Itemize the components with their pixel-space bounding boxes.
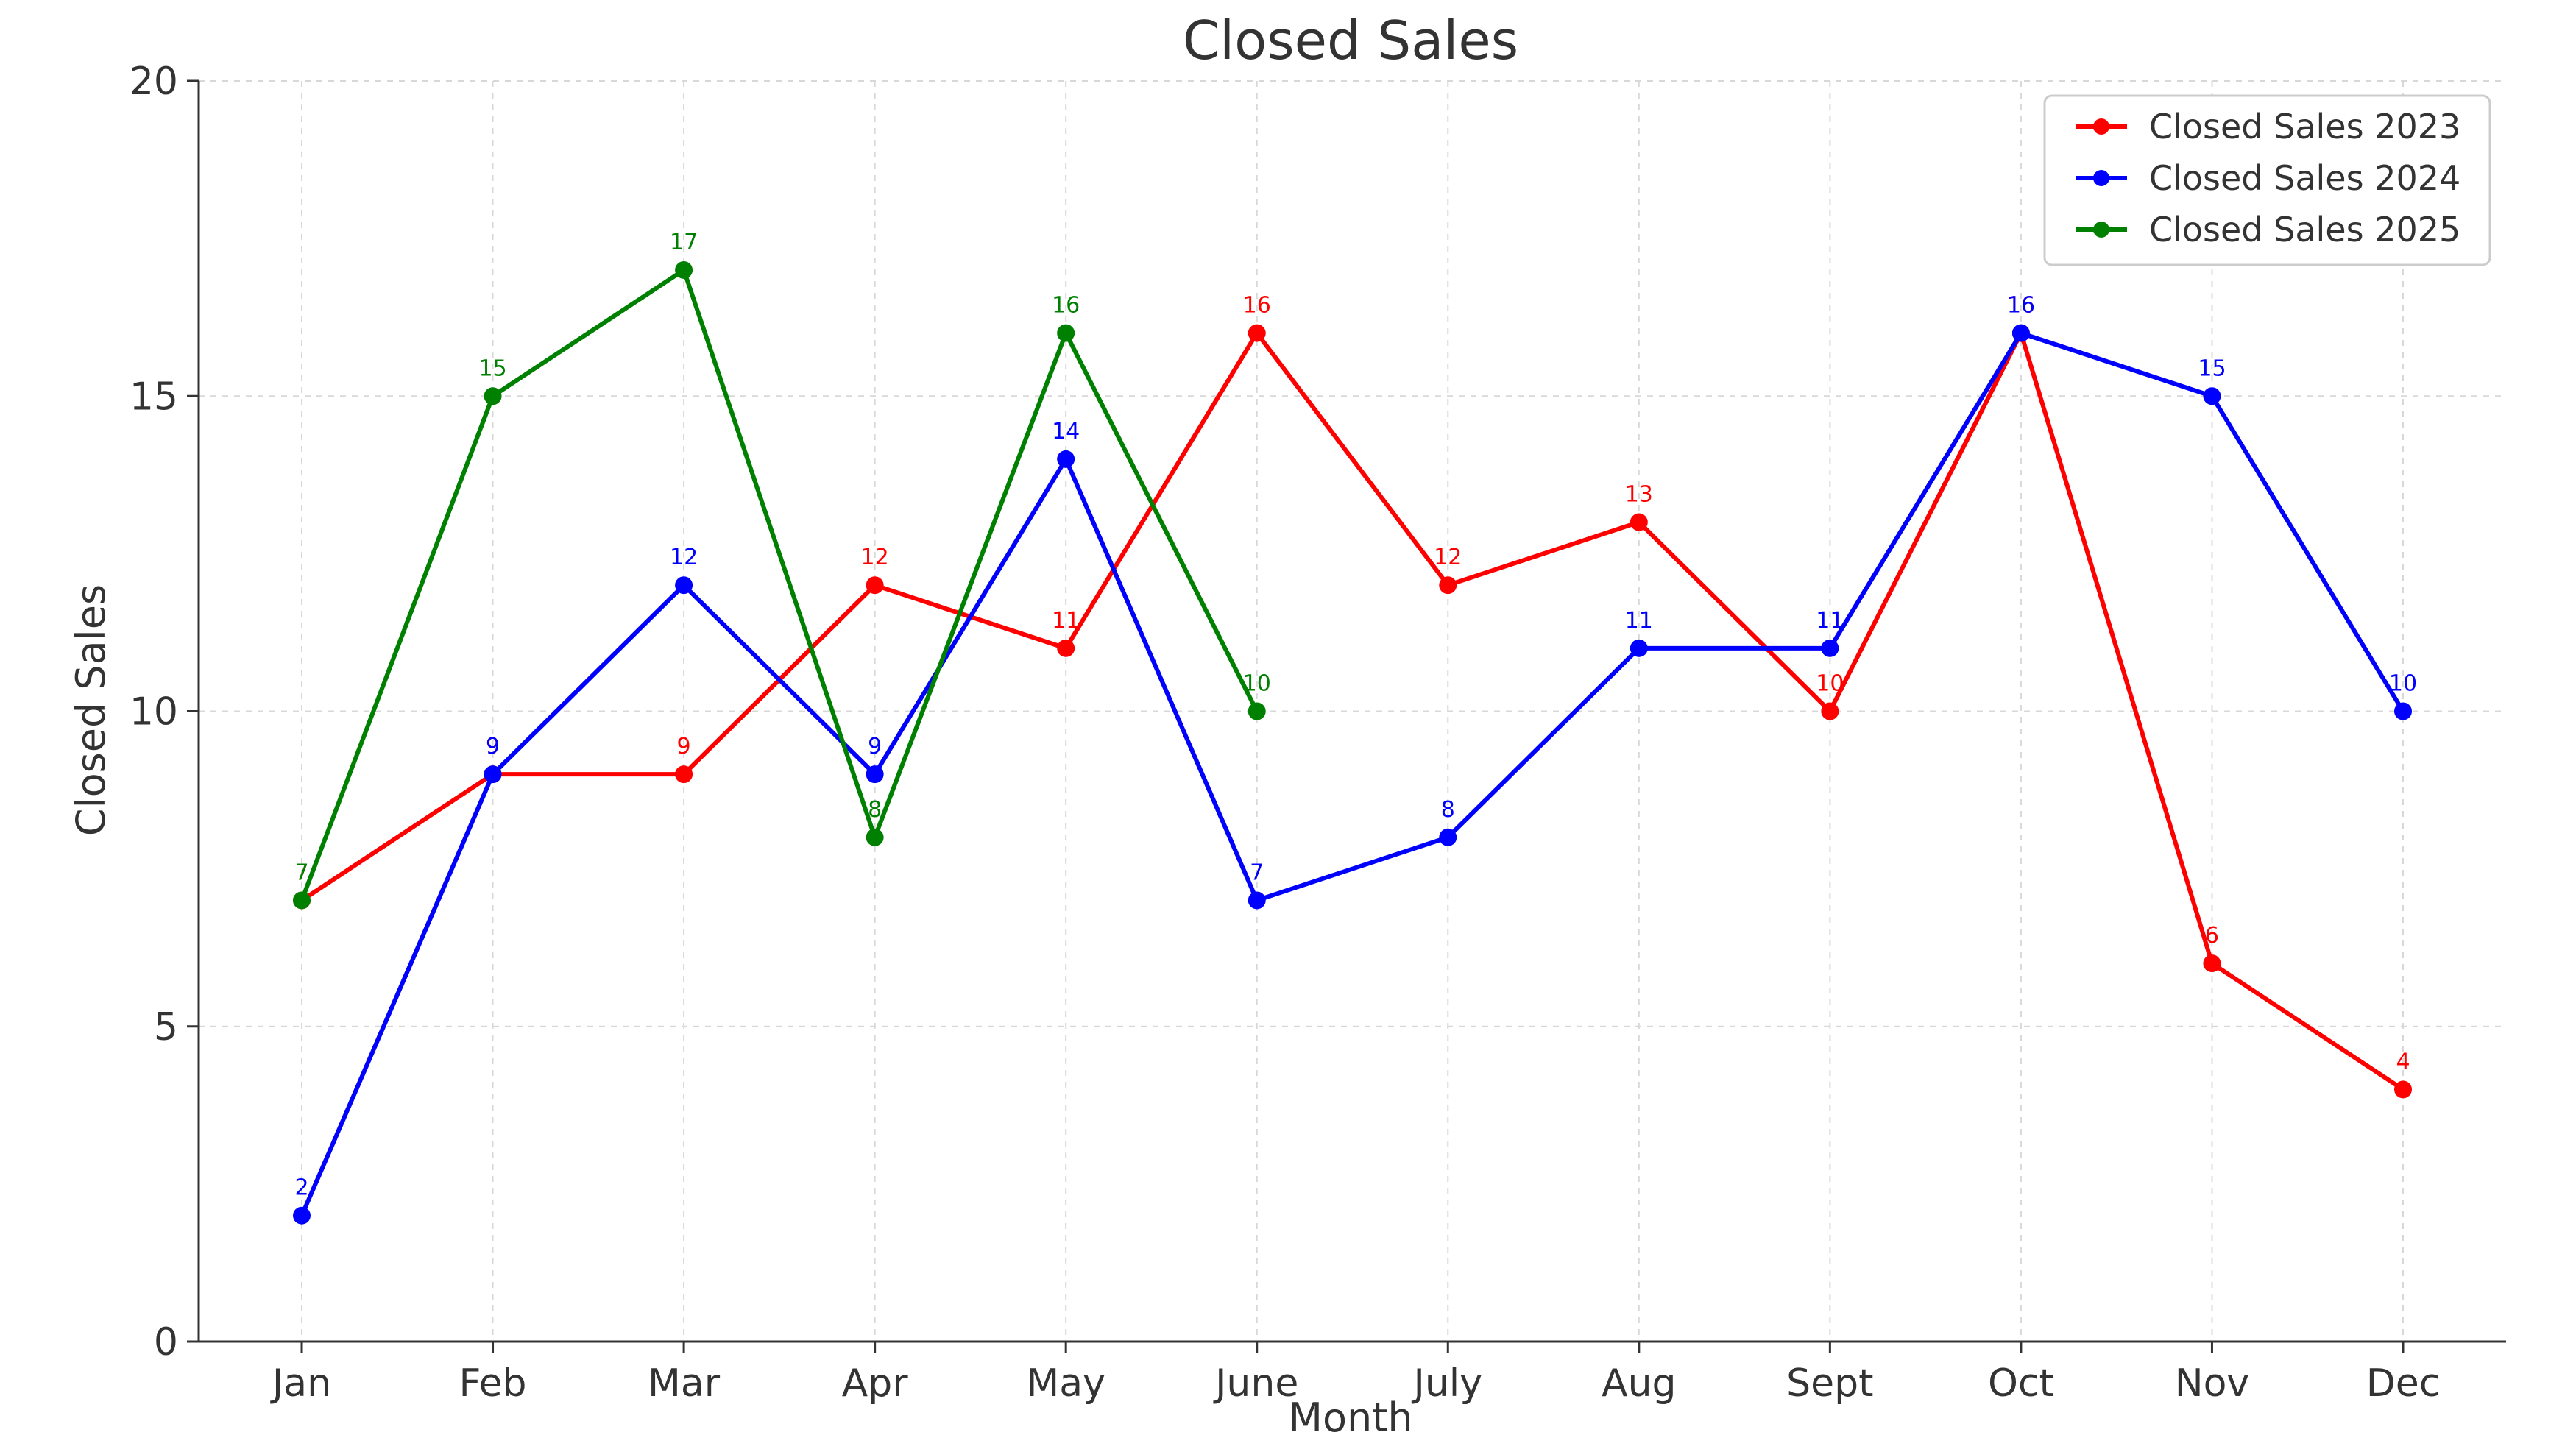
series-2-point-4 — [1057, 324, 1075, 342]
series-layer — [293, 261, 2412, 1225]
series-0-point-6 — [1439, 576, 1457, 595]
legend-marker-0 — [2093, 118, 2109, 135]
series-0-label-1: 9 — [486, 734, 500, 759]
series-0-point-3 — [866, 576, 884, 595]
series-0-label-9: 16 — [2007, 293, 2035, 319]
series-0-label-7: 13 — [1625, 482, 1653, 508]
legend-label-2: Closed Sales 2025 — [2149, 210, 2460, 249]
x-tick-label-10: Nov — [2175, 1361, 2250, 1406]
x-tick-label-0: Jan — [270, 1361, 331, 1406]
series-0-point-5 — [1248, 324, 1266, 342]
series-0-label-6: 12 — [1434, 545, 1462, 570]
series-2-label-0: 7 — [294, 860, 308, 885]
y-tick-label-3: 15 — [130, 375, 178, 419]
series-1-point-8 — [1821, 639, 1839, 657]
series-0-point-7 — [1630, 513, 1648, 531]
series-0-label-8: 10 — [1816, 671, 1844, 697]
series-2-label-5: 10 — [1243, 671, 1271, 697]
series-2-point-3 — [866, 828, 884, 846]
series-2-point-2 — [675, 261, 693, 279]
series-2-point-5 — [1248, 702, 1266, 720]
series-1-label-3: 9 — [868, 734, 882, 759]
series-1-point-9 — [2011, 324, 2030, 342]
series-1-point-6 — [1439, 828, 1457, 846]
series-line-1 — [300, 330, 2405, 1218]
series-1-point-3 — [866, 765, 884, 784]
legend-label-0: Closed Sales 2023 — [2149, 107, 2460, 146]
series-0-label-5: 16 — [1243, 293, 1271, 319]
series-2-point-0 — [293, 891, 311, 910]
series-0-point-4 — [1057, 639, 1075, 657]
series-1-label-11: 10 — [2389, 671, 2417, 697]
legend: Closed Sales 2023 Closed Sales 2024 Closed… — [2043, 94, 2491, 266]
series-2-label-4: 16 — [1052, 293, 1080, 319]
series-0-label-3: 12 — [861, 545, 889, 570]
legend-marker-1 — [2093, 170, 2109, 186]
series-0-point-10 — [2203, 954, 2221, 973]
x-tick-label-5: June — [1213, 1361, 1298, 1406]
y-tick-label-1: 5 — [154, 1005, 178, 1049]
legend-items: Closed Sales 2023 Closed Sales 2024 Closed… — [2076, 107, 2460, 249]
legend-marker-2 — [2093, 222, 2109, 238]
series-0-label-0: 7 — [294, 860, 308, 885]
y-tick-label-2: 10 — [130, 690, 178, 734]
series-1-point-11 — [2394, 702, 2412, 720]
series-1-label-9: 16 — [2007, 293, 2035, 319]
x-tick-label-3: Apr — [842, 1361, 909, 1406]
x-tick-label-6: July — [1412, 1361, 1483, 1406]
x-tick-label-8: Sept — [1786, 1361, 1873, 1406]
legend-box — [2043, 94, 2491, 266]
series-2-label-3: 8 — [868, 797, 882, 823]
series-0-label-10: 6 — [2205, 923, 2219, 949]
y-tick-label-4: 20 — [130, 60, 178, 104]
series-0-point-8 — [1821, 702, 1839, 720]
series-1-label-6: 8 — [1441, 797, 1455, 823]
series-1-label-5: 7 — [1250, 860, 1264, 885]
series-0-label-2: 9 — [677, 734, 691, 759]
chart-title: Closed Sales — [1183, 10, 1518, 71]
y-tick-label-0: 0 — [154, 1320, 178, 1364]
grid — [199, 80, 2506, 1342]
series-line-2 — [300, 267, 1259, 903]
series-1-point-2 — [675, 576, 693, 595]
series-2-label-1: 15 — [478, 355, 506, 381]
ticks: 0 5 10 15 20 Jan Feb Mar Apr May June July Aug Sept Oc… — [130, 60, 2440, 1406]
x-tick-label-1: Feb — [459, 1361, 527, 1406]
series-1-point-10 — [2203, 387, 2221, 405]
series-1-point-1 — [484, 765, 502, 784]
series-0-point-2 — [675, 765, 693, 784]
series-0-label-4: 11 — [1052, 608, 1080, 634]
series-0-point-11 — [2394, 1080, 2412, 1099]
series-1-point-5 — [1248, 891, 1266, 910]
x-tick-label-2: Mar — [648, 1361, 721, 1406]
x-tick-label-9: Oct — [1988, 1361, 2054, 1406]
x-tick-label-4: May — [1026, 1361, 1105, 1406]
series-1-label-7: 11 — [1625, 608, 1653, 634]
series-2-label-2: 17 — [670, 230, 698, 255]
series-1-label-1: 9 — [486, 734, 500, 759]
y-axis-label: Closed Sales — [68, 584, 114, 836]
series-line-0 — [300, 330, 2405, 1092]
series-2-point-1 — [484, 387, 502, 405]
series-0-label-11: 4 — [2396, 1049, 2410, 1074]
series-1-label-4: 14 — [1052, 419, 1080, 444]
series-1-label-0: 2 — [294, 1175, 308, 1201]
x-tick-label-11: Dec — [2366, 1361, 2441, 1406]
x-tick-label-7: Aug — [1602, 1361, 1677, 1406]
x-axis-label: Month — [1288, 1395, 1412, 1441]
series-1-point-0 — [293, 1206, 311, 1225]
legend-label-1: Closed Sales 2024 — [2149, 158, 2460, 198]
series-1-point-4 — [1057, 450, 1075, 468]
series-1-label-8: 11 — [1816, 608, 1844, 634]
series-1-point-7 — [1630, 639, 1648, 657]
series-1-label-2: 12 — [670, 545, 698, 570]
series-1-label-10: 15 — [2198, 355, 2226, 381]
